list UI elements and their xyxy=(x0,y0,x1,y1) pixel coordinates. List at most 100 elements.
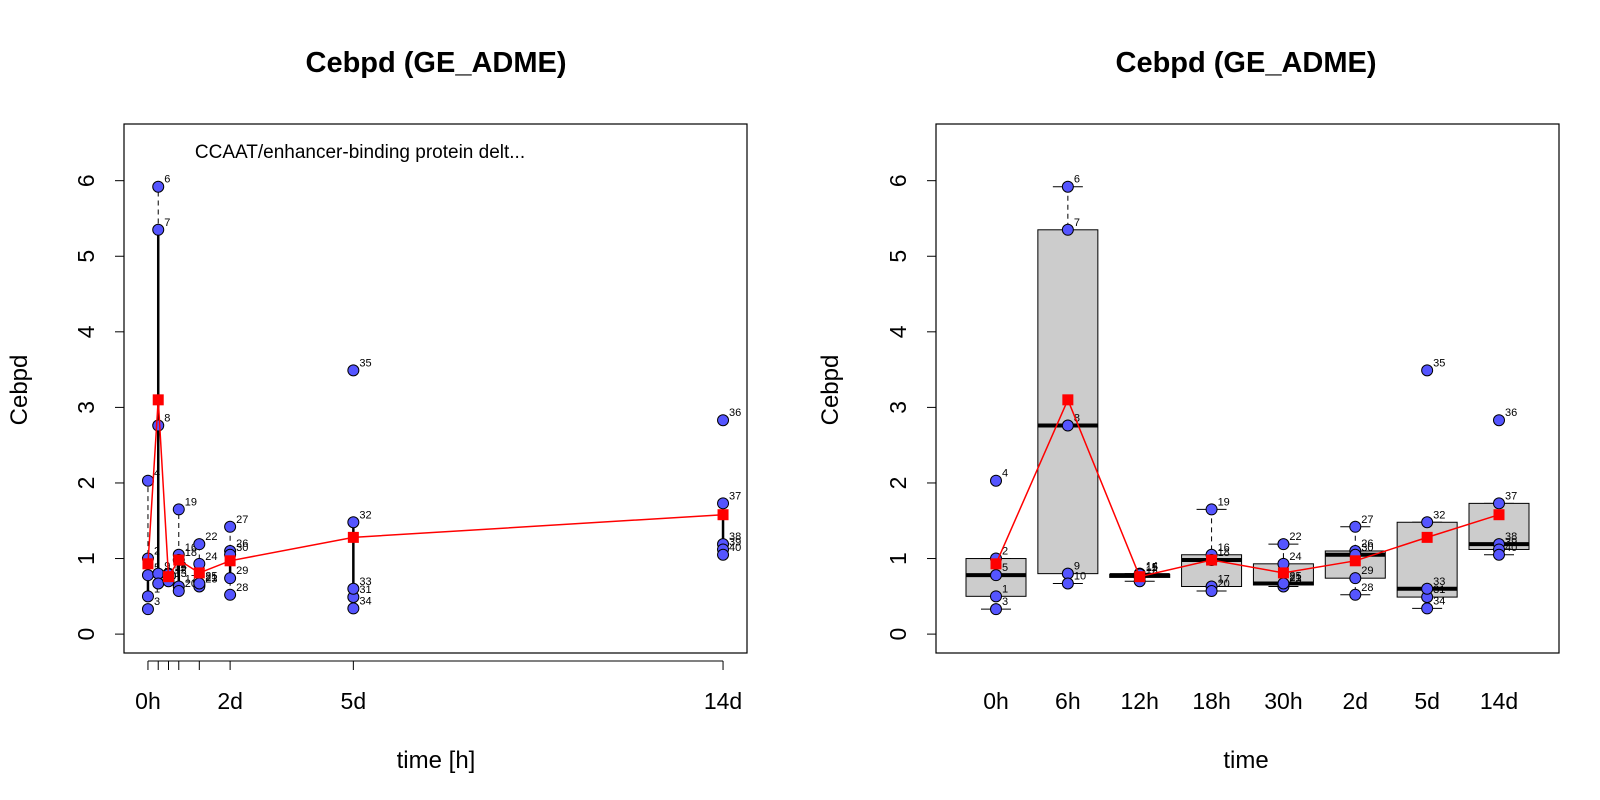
left-y-tick-label: 5 xyxy=(73,250,99,263)
right-y-tick-label: 3 xyxy=(885,401,911,414)
right-y-axis: 0 1 2 3 4 5 6 xyxy=(885,174,937,641)
right-sample-label: 11 xyxy=(1146,562,1157,574)
right-mean-marker xyxy=(1134,571,1146,583)
right-sample-label: 4 xyxy=(1002,468,1008,480)
left-sample-point xyxy=(193,538,206,551)
left-sample-label: 19 xyxy=(185,496,197,508)
right-x-tick-label: 2d xyxy=(1342,688,1368,714)
left-y-tick-label: 0 xyxy=(73,628,99,641)
right-x-tick-label: 14d xyxy=(1480,688,1518,714)
right-sample-point xyxy=(1349,520,1362,533)
right-sample-label: 39 xyxy=(1505,536,1517,548)
left-sample-label: 29 xyxy=(236,565,248,577)
left-sample-point xyxy=(224,572,237,585)
right-sample-label: 10 xyxy=(1074,570,1086,582)
right-sample-point xyxy=(1349,588,1362,601)
right-x-tick-label: 30h xyxy=(1264,688,1302,714)
right-sample-label: 16 xyxy=(1218,542,1230,554)
left-sample-point xyxy=(172,585,185,598)
right-sample-label: 35 xyxy=(1433,357,1445,369)
right-plot-marks: 1234567891011121314151617181920212223242… xyxy=(965,174,1530,616)
left-sample-label: 7 xyxy=(164,217,170,229)
left-sample-point xyxy=(717,414,730,427)
left-sample-point xyxy=(152,577,165,590)
left-x-tick-label: 2d xyxy=(217,688,243,714)
right-sample-label: 7 xyxy=(1074,217,1080,229)
left-sample-point xyxy=(347,602,360,615)
left-sample-point xyxy=(152,419,165,432)
right-sample-label: 28 xyxy=(1361,582,1373,594)
right-sample-label: 38 xyxy=(1505,531,1517,543)
right-mean-marker xyxy=(1206,554,1218,566)
left-y-tick-label: 2 xyxy=(73,477,99,490)
right-sample-label: 17 xyxy=(1218,573,1230,585)
left-x-tick-label: 0h xyxy=(135,688,161,714)
left-mean-line xyxy=(147,399,724,580)
left-sample-point xyxy=(152,180,165,193)
right-sample-label: 27 xyxy=(1361,514,1373,526)
left-sample-label: 39 xyxy=(729,536,741,548)
right-mean-line xyxy=(995,397,1500,578)
right-y-tick-label: 0 xyxy=(885,628,911,641)
right-x-tick-label: 6h xyxy=(1055,688,1081,714)
right-sample-label: 25 xyxy=(1289,570,1301,582)
left-sample-label: 40 xyxy=(729,542,741,554)
left-sample-label: 27 xyxy=(236,514,248,526)
left-sample-label: 23 xyxy=(205,573,217,585)
right-mean-marker xyxy=(1062,394,1074,406)
left-sample-label: 3 xyxy=(154,596,160,608)
left-sample-point xyxy=(141,569,154,582)
right-plot-frame xyxy=(935,123,1560,654)
right-sample-label: 31 xyxy=(1433,584,1445,596)
left-sample-point xyxy=(141,603,154,616)
left-x-axis-label: time [h] xyxy=(397,747,476,774)
right-sample-label: 1 xyxy=(1002,583,1008,595)
right-sample-point xyxy=(1277,577,1290,590)
left-sample-label: 35 xyxy=(359,357,371,369)
left-y-tick-label: 6 xyxy=(73,174,99,187)
right-chart-title: Cebpd (GE_ADME) xyxy=(1116,47,1377,79)
left-x-tick-label: 14d xyxy=(704,688,742,714)
right-sample-point xyxy=(1349,572,1362,585)
right-sample-point xyxy=(990,590,1002,603)
left-mean-marker xyxy=(152,394,164,406)
left-sample-point xyxy=(224,588,237,601)
right-mean-marker xyxy=(1493,509,1505,521)
right-sample-point xyxy=(1061,180,1074,193)
left-sample-label: 8 xyxy=(164,413,170,425)
left-mean-marker xyxy=(347,531,359,543)
left-sample-label: 32 xyxy=(359,509,371,521)
left-sample-label: 38 xyxy=(729,531,741,543)
right-sample-label: 30 xyxy=(1361,542,1373,554)
left-sample-label: 4 xyxy=(154,468,160,480)
left-y-axis-label: Cebpd xyxy=(6,355,33,426)
right-y-axis-label: Cebpd xyxy=(817,355,844,426)
left-sample-label: 31 xyxy=(359,584,371,596)
right-x-tick-label: 18h xyxy=(1192,688,1230,714)
left-sample-label: 28 xyxy=(236,582,248,594)
right-mean-marker xyxy=(990,558,1002,570)
right-y-tick-label: 5 xyxy=(885,250,911,263)
left-sample-point xyxy=(141,474,154,487)
left-chart-title: Cebpd (GE_ADME) xyxy=(306,47,567,79)
right-sample-point xyxy=(1061,577,1074,590)
right-sample-label: 19 xyxy=(1218,496,1230,508)
left-mean-marker xyxy=(142,558,154,570)
right-sample-label: 26 xyxy=(1361,538,1373,550)
right-sample-label: 14 xyxy=(1146,561,1158,573)
right-sample-point xyxy=(1277,538,1290,551)
right-sample-label: 21 xyxy=(1289,572,1301,584)
right-sample-point xyxy=(1421,516,1434,529)
left-sample-label: 24 xyxy=(205,551,217,563)
left-sample-point xyxy=(152,223,165,236)
left-mean-marker xyxy=(193,567,205,579)
right-sample-label: 33 xyxy=(1433,576,1445,588)
right-sample-label: 24 xyxy=(1289,551,1301,563)
right-sample-point xyxy=(1061,419,1074,432)
left-sample-point xyxy=(224,520,237,533)
right-sample-label: 15 xyxy=(1146,561,1158,573)
left-sample-point xyxy=(141,590,154,603)
right-sample-label: 36 xyxy=(1505,407,1517,419)
right-sample-label: 23 xyxy=(1289,573,1301,585)
